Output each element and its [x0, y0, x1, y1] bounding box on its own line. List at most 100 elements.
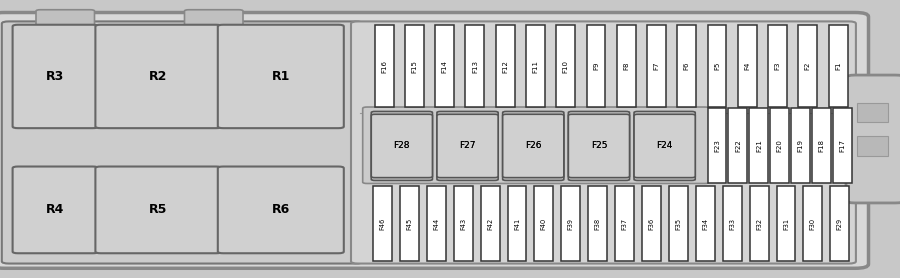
Text: F41: F41 — [514, 218, 520, 230]
Text: F5: F5 — [714, 62, 720, 70]
FancyBboxPatch shape — [436, 114, 498, 178]
Text: F8: F8 — [623, 62, 629, 70]
FancyBboxPatch shape — [13, 25, 98, 128]
FancyBboxPatch shape — [371, 111, 432, 180]
Text: F16: F16 — [381, 60, 387, 73]
Text: F19: F19 — [797, 140, 804, 152]
Text: F27: F27 — [459, 142, 476, 150]
Bar — [535, 186, 554, 261]
Bar — [723, 186, 742, 261]
FancyBboxPatch shape — [184, 10, 243, 28]
Text: F28: F28 — [393, 142, 410, 150]
Bar — [750, 186, 769, 261]
Text: F30: F30 — [810, 218, 815, 230]
Bar — [804, 186, 823, 261]
FancyBboxPatch shape — [218, 167, 344, 253]
Bar — [750, 108, 769, 183]
Text: F22: F22 — [735, 140, 741, 152]
Text: F4: F4 — [744, 62, 751, 70]
Text: F38: F38 — [595, 218, 600, 230]
Text: F18: F18 — [819, 140, 824, 152]
FancyBboxPatch shape — [95, 25, 221, 128]
Text: F36: F36 — [648, 218, 654, 230]
Bar — [857, 103, 888, 122]
FancyBboxPatch shape — [502, 111, 563, 180]
Text: F42: F42 — [487, 218, 493, 230]
Bar — [556, 25, 575, 107]
Text: R5: R5 — [149, 203, 167, 216]
Text: F45: F45 — [406, 218, 412, 230]
FancyBboxPatch shape — [0, 13, 868, 268]
Text: F29: F29 — [837, 218, 842, 230]
Bar — [427, 186, 446, 261]
Text: F10: F10 — [562, 60, 569, 73]
Bar — [857, 136, 888, 156]
Bar — [481, 186, 500, 261]
FancyBboxPatch shape — [371, 114, 432, 178]
FancyBboxPatch shape — [363, 107, 709, 183]
Bar — [436, 25, 454, 107]
Bar — [615, 186, 634, 261]
Text: F11: F11 — [533, 60, 538, 73]
FancyBboxPatch shape — [351, 21, 856, 264]
Bar — [587, 25, 606, 107]
Bar — [508, 186, 526, 261]
Bar — [647, 25, 666, 107]
Bar — [707, 25, 726, 107]
Bar — [373, 186, 392, 261]
Text: F12: F12 — [502, 60, 508, 73]
Text: F20: F20 — [777, 140, 783, 152]
Text: F15: F15 — [411, 60, 418, 73]
Text: F26: F26 — [525, 142, 542, 150]
Bar — [465, 25, 484, 107]
Bar — [669, 186, 688, 261]
Bar — [562, 186, 580, 261]
FancyBboxPatch shape — [218, 25, 344, 128]
Text: R2: R2 — [149, 70, 167, 83]
Bar — [707, 108, 726, 183]
Bar — [374, 25, 393, 107]
Bar — [589, 186, 608, 261]
Text: F24: F24 — [656, 142, 673, 150]
Text: R3: R3 — [46, 70, 65, 83]
Text: F44: F44 — [433, 218, 439, 230]
FancyBboxPatch shape — [634, 114, 695, 178]
Text: F39: F39 — [568, 218, 574, 230]
Text: F1: F1 — [835, 62, 842, 70]
Text: F25: F25 — [590, 142, 608, 150]
Text: F32: F32 — [756, 218, 762, 230]
FancyBboxPatch shape — [13, 167, 98, 253]
Text: F23: F23 — [714, 140, 720, 152]
Text: F17: F17 — [840, 140, 846, 152]
Text: F2: F2 — [805, 62, 811, 70]
Bar — [696, 186, 715, 261]
Text: F13: F13 — [472, 60, 478, 73]
FancyBboxPatch shape — [36, 10, 94, 28]
Text: F37: F37 — [622, 218, 627, 230]
Bar — [454, 186, 473, 261]
Text: F3: F3 — [775, 62, 780, 70]
Bar — [496, 25, 515, 107]
Text: F6: F6 — [684, 62, 689, 70]
Text: F28: F28 — [393, 142, 410, 150]
Text: F25: F25 — [590, 142, 608, 150]
Bar — [829, 25, 848, 107]
Text: R1: R1 — [272, 70, 290, 83]
Text: R6: R6 — [272, 203, 290, 216]
FancyBboxPatch shape — [436, 111, 498, 180]
Bar — [831, 186, 850, 261]
Bar — [678, 25, 697, 107]
FancyBboxPatch shape — [569, 114, 629, 178]
Bar — [728, 108, 747, 183]
Bar — [791, 108, 810, 183]
Text: F43: F43 — [460, 218, 466, 230]
Bar — [770, 108, 789, 183]
Text: F27: F27 — [459, 142, 476, 150]
Bar — [768, 25, 787, 107]
Text: F26: F26 — [525, 142, 542, 150]
Text: F46: F46 — [380, 218, 385, 230]
Text: F14: F14 — [442, 60, 447, 73]
Bar — [400, 186, 419, 261]
Bar — [616, 25, 635, 107]
Bar — [813, 108, 832, 183]
